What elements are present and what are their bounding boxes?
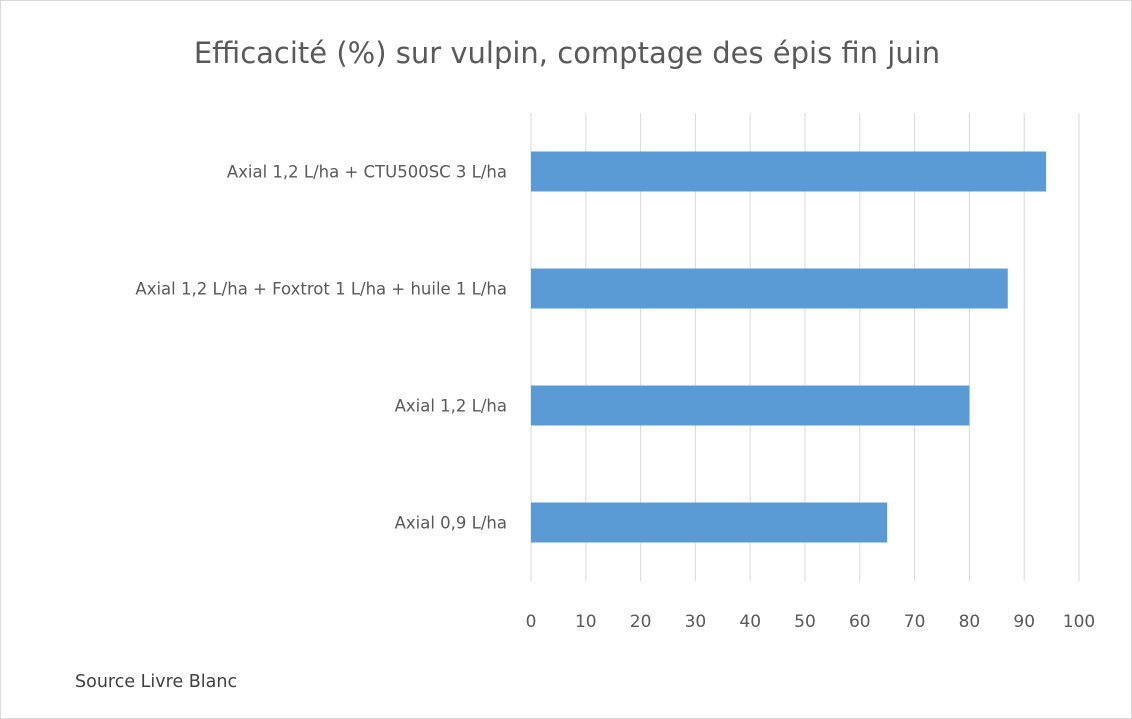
- bar-1: [531, 268, 1008, 309]
- x-tick-label: 70: [904, 612, 926, 632]
- category-label: Axial 1,2 L/ha + CTU500SC 3 L/ha: [227, 163, 507, 182]
- x-tick-label: 0: [526, 612, 537, 632]
- category-label: Axial 1,2 L/ha + Foxtrot 1 L/ha + huile …: [135, 280, 507, 299]
- x-tick-label: 60: [849, 612, 871, 632]
- chart-title: Efficacité (%) sur vulpin, comptage des …: [194, 36, 940, 70]
- category-label: Axial 0,9 L/ha: [395, 514, 507, 533]
- bar-0: [531, 151, 1047, 192]
- category-label: Axial 1,2 L/ha: [395, 397, 507, 416]
- x-tick-label: 90: [1013, 612, 1035, 632]
- category-labels: Axial 1,2 L/ha + CTU500SC 3 L/ha Axial 1,…: [135, 163, 507, 533]
- x-tick-label: 10: [575, 612, 597, 632]
- x-tick-label: 100: [1063, 612, 1095, 632]
- bar-3: [531, 502, 888, 543]
- x-tick-label: 40: [739, 612, 761, 632]
- bars: [531, 151, 1047, 543]
- bar-2: [531, 385, 970, 426]
- x-axis-tick-labels: 0 10 20 30 40 50 60 70 80 90 100: [526, 612, 1096, 632]
- source-note: Source Livre Blanc: [75, 672, 237, 692]
- x-tick-label: 50: [794, 612, 816, 632]
- x-tick-label: 80: [959, 612, 981, 632]
- x-tick-label: 20: [630, 612, 652, 632]
- x-tick-label: 30: [685, 612, 707, 632]
